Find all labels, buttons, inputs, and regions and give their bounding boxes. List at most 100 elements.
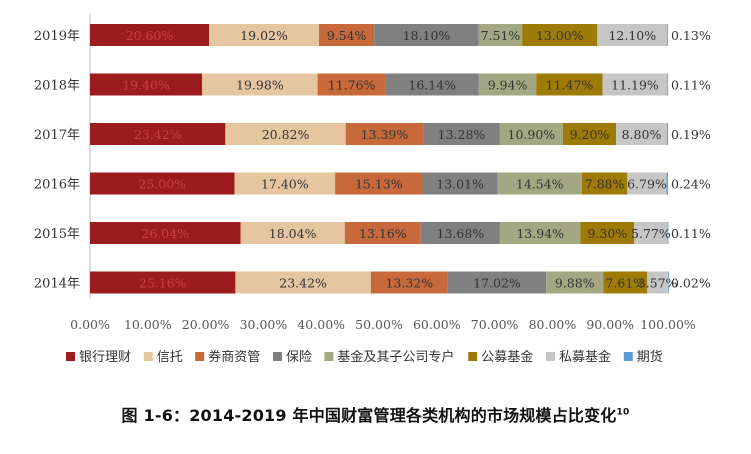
- bar-segment: [562, 123, 617, 145]
- data-label: 10.90%: [508, 127, 556, 142]
- y-tick-label: 2017年: [34, 128, 80, 143]
- data-label: 13.01%: [436, 177, 484, 192]
- stacked-bar-chart: 2019年 20.60% 19.02% 9.54% 18.10% 7.51% 13.00% 1…: [34, 14, 711, 365]
- data-label: 0.11%: [671, 226, 711, 241]
- legend-label: 私募基金: [559, 349, 611, 365]
- data-label: 5.77%: [631, 226, 671, 241]
- data-label: 18.10%: [403, 28, 451, 43]
- x-tick-label: 40.00%: [297, 317, 345, 332]
- data-label: 20.82%: [262, 127, 310, 142]
- y-tick-label: 2019年: [34, 29, 80, 44]
- data-label: 0.13%: [671, 28, 711, 43]
- y-tick-label: 2014年: [34, 277, 80, 292]
- bar-segment: [385, 73, 479, 96]
- bar-segment: [374, 24, 479, 46]
- bar-segment: [90, 271, 236, 294]
- bar-segment: [499, 123, 563, 145]
- bar-segment: [603, 271, 648, 294]
- bar-segment: [634, 222, 668, 244]
- y-tick-label: 2016年: [34, 178, 80, 193]
- bar-segment: [616, 123, 667, 145]
- data-label: 0.11%: [671, 78, 711, 93]
- legend-swatch: [195, 352, 205, 361]
- legend-swatch: [546, 352, 555, 361]
- bar-segment: [202, 73, 318, 96]
- caption-text: 图 1-6：2014-2019 年中国财富管理各类机构的市场规模占比变化: [121, 406, 617, 425]
- bar-segment: [667, 24, 669, 46]
- data-label: 13.39%: [361, 127, 409, 142]
- legend-label: 信托: [157, 350, 183, 365]
- x-tick-label: 0.00%: [70, 317, 110, 332]
- legend-swatch: [324, 352, 334, 361]
- data-label: 23.42%: [134, 127, 182, 142]
- x-tick-label: 70.00%: [471, 317, 519, 332]
- data-label: 7.61%: [605, 276, 645, 291]
- bar-segment: [345, 123, 424, 145]
- data-label: 20.60%: [126, 28, 174, 43]
- figure-caption: 图 1-6：2014-2019 年中国财富管理各类机构的市场规模占比变化10: [0, 402, 751, 426]
- bar-segment: [240, 222, 345, 244]
- bar-segment: [499, 222, 581, 244]
- data-label: 25.00%: [138, 177, 186, 192]
- data-label: 19.98%: [236, 78, 284, 93]
- x-tick-label: 10.00%: [124, 317, 172, 332]
- data-label: 15.13%: [355, 177, 403, 192]
- bar-segment: [209, 24, 320, 46]
- data-label: 13.28%: [438, 127, 486, 142]
- bar-segment: [647, 271, 668, 294]
- data-label: 11.47%: [546, 78, 594, 93]
- bar-segment: [667, 271, 669, 294]
- bar-segment: [447, 271, 547, 294]
- data-label: 19.02%: [240, 28, 288, 43]
- legend-swatch: [468, 352, 478, 361]
- data-label: 7.51%: [481, 28, 521, 43]
- data-label: 9.88%: [555, 276, 595, 291]
- data-label: 9.94%: [488, 78, 528, 93]
- legend-label: 期货: [637, 349, 663, 365]
- data-label: 0.24%: [671, 177, 711, 192]
- bar-segment: [580, 222, 635, 244]
- bar-segment: [90, 73, 203, 96]
- data-label: 26.04%: [141, 226, 189, 241]
- data-label: 8.80%: [622, 127, 662, 142]
- data-label: 25.16%: [139, 276, 187, 291]
- x-tick-label: 60.00%: [413, 317, 461, 332]
- bar-segment: [90, 222, 241, 244]
- bar-segment: [667, 222, 669, 244]
- data-label: 9.20%: [570, 127, 610, 142]
- legend-label: 券商资管: [208, 349, 260, 365]
- legend-label: 银行理财: [79, 350, 131, 365]
- bar-segment: [546, 271, 604, 294]
- data-label: 18.04%: [269, 226, 317, 241]
- bar-segment: [522, 24, 598, 46]
- bar-segment: [422, 172, 498, 195]
- data-label: 0.19%: [671, 127, 711, 142]
- legend-swatch: [273, 352, 282, 361]
- bar-segment: [581, 172, 628, 195]
- legend-swatch: [623, 352, 633, 361]
- data-label: 6.79%: [627, 177, 667, 192]
- bar-segment: [478, 73, 537, 96]
- data-label: 9.30%: [588, 226, 628, 241]
- data-label: 16.14%: [408, 78, 456, 93]
- data-label: 13.94%: [516, 226, 564, 241]
- x-tick-label: 20.00%: [182, 317, 230, 332]
- data-label: 0.02%: [671, 276, 711, 291]
- bar-segment: [225, 123, 346, 145]
- x-tick-label: 30.00%: [240, 317, 288, 332]
- bar-segment: [497, 172, 582, 195]
- data-label: 9.54%: [327, 28, 367, 43]
- data-label: 12.10%: [608, 28, 656, 43]
- bar-segment: [666, 123, 668, 145]
- legend-swatch: [66, 352, 75, 361]
- x-tick-label: 100.00%: [640, 317, 696, 332]
- y-tick-label: 2018年: [34, 79, 80, 94]
- caption-footnote: 10: [616, 407, 630, 418]
- bar-segment: [423, 123, 500, 145]
- bar-segment: [370, 271, 448, 294]
- data-label: 13.00%: [536, 28, 584, 43]
- bar-segment: [90, 123, 226, 145]
- bar-segment: [597, 24, 668, 46]
- y-tick-label: 2015年: [34, 227, 80, 242]
- bar-segment: [666, 172, 668, 195]
